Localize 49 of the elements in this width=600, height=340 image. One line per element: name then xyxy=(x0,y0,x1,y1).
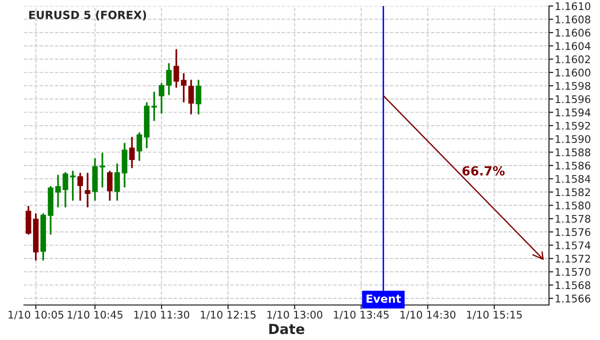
annotation: 66.7% xyxy=(462,166,505,176)
y-tick-label: 1.1578 xyxy=(556,214,590,223)
candlestick xyxy=(174,49,180,88)
x-tick-label: 1/10 13:00 xyxy=(267,310,322,320)
x-tick-label: 1/10 14:30 xyxy=(400,310,456,320)
candlestick xyxy=(180,72,186,103)
y-tick-label: 1.1608 xyxy=(556,16,590,24)
candlestick xyxy=(122,142,128,188)
y-tick-label: 1.1582 xyxy=(556,188,590,196)
y-tick-label: 1.1592 xyxy=(556,122,590,130)
y-tick-label: 1.1566 xyxy=(556,294,590,302)
candlestick xyxy=(84,172,90,208)
y-tick-label: 1.1570 xyxy=(556,268,590,276)
y-tick-label: 1.1604 xyxy=(556,42,590,50)
y-tick-label: 1.1576 xyxy=(556,228,590,236)
candlestick xyxy=(114,163,120,201)
y-tick-label: 1.1568 xyxy=(556,281,590,290)
y-tick-label: 1.1600 xyxy=(556,68,590,77)
y-tick-label: 1.1580 xyxy=(556,202,590,210)
y-tick-label: 1.1590 xyxy=(556,135,590,143)
y-tick-label: 1.1602 xyxy=(556,55,590,64)
candlestick xyxy=(196,80,202,114)
candlestick xyxy=(129,136,135,168)
x-tick-label: 1/10 10:05 xyxy=(8,310,64,320)
x-tick-label: 1/10 12:15 xyxy=(200,310,256,320)
ref-line-label: Event xyxy=(366,294,401,303)
y-tick-label: 1.1598 xyxy=(556,82,590,90)
y-tick-label: 1.1588 xyxy=(556,148,590,156)
chart-title: EURUSD 5 (FOREX) xyxy=(29,10,146,20)
candlestick xyxy=(188,80,194,114)
x-tick-label: 1/10 11:30 xyxy=(134,310,190,320)
y-tick-label: 1.1572 xyxy=(556,254,590,263)
x-tick-label: 1/10 15:15 xyxy=(467,310,522,320)
candlestick xyxy=(136,132,142,161)
x-axis-title: Date xyxy=(269,324,304,334)
candlestick xyxy=(107,170,113,201)
y-tick-label: 1.1584 xyxy=(556,174,590,183)
candlestick xyxy=(70,170,76,201)
y-tick-label: 1.1606 xyxy=(556,28,590,37)
x-tick-label: 1/10 13:45 xyxy=(334,310,389,320)
x-tick-label: 1/10 10:45 xyxy=(68,310,122,320)
y-tick-label: 1.1574 xyxy=(556,242,590,250)
candlestick xyxy=(26,206,32,235)
y-tick-label: 1.1610 xyxy=(556,2,590,10)
y-tick-label: 1.1594 xyxy=(556,108,590,116)
y-tick-label: 1.1596 xyxy=(556,95,590,104)
y-tick-label: 1.1586 xyxy=(556,162,590,170)
candlestick xyxy=(77,172,83,201)
candlestick xyxy=(151,92,157,122)
